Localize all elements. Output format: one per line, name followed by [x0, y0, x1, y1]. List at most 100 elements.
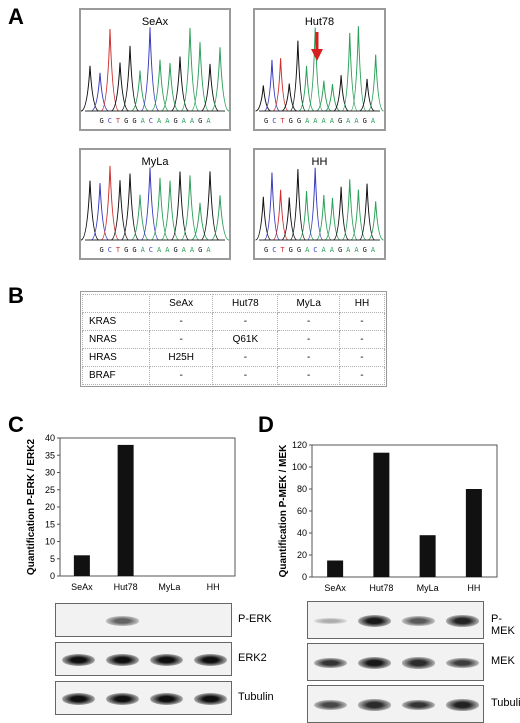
- blot-label: Tubulin: [238, 691, 274, 703]
- x-tick-label: SeAx: [324, 583, 346, 593]
- chromatogram-peak: [160, 63, 180, 112]
- gene-name-cell: BRAF: [82, 366, 150, 385]
- mutation-cell: -: [148, 330, 214, 349]
- mutation-table-frame: [80, 291, 387, 387]
- sequence-base: G: [362, 117, 367, 125]
- chromatogram-peak: [150, 177, 170, 241]
- blot-band: [313, 699, 347, 711]
- y-tick-label: 100: [292, 462, 307, 472]
- y-axis-label: Quantification P-ERK / ERK2: [26, 439, 37, 576]
- blot-label: Tubulin: [491, 697, 520, 709]
- mutation-cell: -: [148, 366, 214, 385]
- chromatogram-peak: [180, 28, 200, 112]
- blot-band: [194, 654, 228, 666]
- blot-band: [105, 616, 139, 626]
- sequence-base: A: [189, 246, 195, 254]
- sequence-base: A: [321, 246, 326, 254]
- table-row: NRAS - Q61K - -: [82, 330, 386, 349]
- mutation-cell: -: [212, 348, 279, 367]
- blot-band: [194, 693, 228, 705]
- sequence-base: G: [99, 117, 104, 125]
- sequence-base: A: [370, 246, 376, 254]
- chromatogram-peak: [350, 189, 367, 241]
- mutation-cell: -: [338, 312, 386, 331]
- table-header-cell: HH: [338, 294, 386, 313]
- blot-band: [402, 657, 436, 669]
- table-row: BRAF - - - -: [82, 366, 386, 385]
- y-tick-label: 20: [297, 550, 307, 560]
- sequence-base: G: [296, 117, 302, 125]
- mutation-cell: -: [338, 366, 386, 385]
- sequence-base: C: [148, 246, 153, 254]
- panel-letter-a: A: [8, 4, 24, 29]
- x-tick-label: Hut78: [114, 582, 138, 592]
- western-blot-strip: [55, 603, 232, 637]
- chromatogram-peak: [263, 59, 280, 112]
- chromatogram-peak: [306, 27, 324, 112]
- blot-band: [446, 699, 480, 711]
- table-row: KRAS - - - -: [82, 312, 386, 331]
- chromatogram-peak: [255, 85, 272, 112]
- gene-name-cell: HRAS: [82, 348, 150, 367]
- sequence-base: A: [181, 246, 186, 254]
- sequence-base: G: [288, 246, 293, 254]
- sequence-base: A: [370, 117, 376, 125]
- sequence-base: A: [305, 117, 310, 125]
- mutation-cell: -: [212, 366, 279, 385]
- chromatogram-peak: [130, 70, 150, 112]
- x-tick-label: HH: [467, 583, 480, 593]
- sequence-base: G: [288, 117, 293, 125]
- sequence-base: C: [272, 246, 277, 254]
- chromatogram-peak: [289, 169, 306, 241]
- chromatogram-peak: [315, 194, 332, 241]
- chromatogram-peak: [359, 78, 375, 112]
- table-header-cell: [82, 294, 150, 313]
- y-axis-label: Quantification P-MEK / MEK: [278, 444, 289, 578]
- sequence-base: G: [263, 117, 269, 125]
- plot-area-frame: [59, 437, 236, 577]
- chromatogram-peak: [110, 180, 130, 241]
- sequence-base: G: [99, 246, 104, 254]
- sequence-base: T: [280, 117, 285, 125]
- table-header-cell: SeAx: [148, 294, 214, 313]
- sequence-base: G: [198, 117, 203, 125]
- bar-chart-perk: 0 5 10 15 20 25 30 35 40 SeAx Hut78 MyLa HH Quantific…: [26, 433, 236, 592]
- blot-band: [105, 693, 139, 705]
- sequence-base: A: [157, 117, 162, 125]
- sequence-base: A: [189, 117, 195, 125]
- y-tick-label: 40: [297, 528, 307, 538]
- blot-band: [150, 693, 184, 705]
- x-tick-label: MyLa: [158, 582, 180, 592]
- bar: [327, 560, 344, 577]
- y-tick-label: 0: [50, 571, 55, 581]
- chromatogram-peak: [170, 56, 190, 112]
- blot-band: [105, 654, 139, 666]
- chromatogram-trace: [81, 27, 229, 112]
- blot-band: [446, 657, 480, 669]
- sequence-base: C: [313, 246, 318, 254]
- chromatogram-peak: [130, 194, 150, 241]
- x-tick-label: MyLa: [417, 583, 439, 593]
- sequence-base: A: [165, 246, 170, 254]
- panel-letter-c: C: [8, 412, 24, 437]
- mutation-cell: -: [277, 312, 340, 331]
- chromatogram-peak: [160, 180, 180, 241]
- blot-label: P-ERK: [238, 613, 272, 625]
- chromatogram-peak: [210, 47, 229, 112]
- mutation-cell: -: [338, 330, 386, 349]
- sequence-base: G: [337, 117, 343, 125]
- bar-chart-pmek: 0 20 40 60 80 100 120 SeAx Hut78 MyLa HH Quantifica…: [278, 440, 498, 593]
- blot-label: MEK: [491, 655, 515, 667]
- chromatogram-peak: [81, 180, 100, 241]
- panel-letter-d: D: [258, 412, 274, 437]
- y-tick-label: 25: [45, 485, 55, 495]
- blot-band: [357, 657, 391, 669]
- y-tick-label: 15: [45, 519, 55, 529]
- chromatogram-title: SeAx: [141, 16, 169, 28]
- y-tick-label: 30: [45, 468, 55, 478]
- chromatogram-peak: [200, 63, 220, 112]
